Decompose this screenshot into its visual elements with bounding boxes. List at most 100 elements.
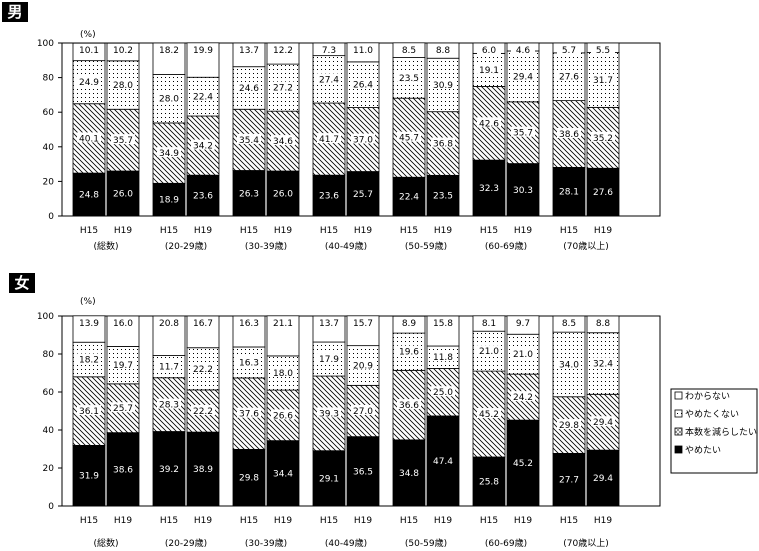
female-category-label: (60-69歳) xyxy=(485,537,527,549)
male-label-bg xyxy=(271,81,295,92)
male-y-tick-label: 100 xyxy=(37,39,54,49)
male-data-label: 8.5 xyxy=(402,46,416,56)
female-label-bg xyxy=(191,318,215,328)
female-label-bg xyxy=(557,318,581,328)
legend-swatch xyxy=(674,427,683,436)
male-label-bg xyxy=(271,45,295,55)
female-bar-segment xyxy=(72,444,106,507)
male-label-bg xyxy=(317,133,341,144)
legend-swatch xyxy=(674,409,683,418)
female-badge xyxy=(9,273,35,293)
female-bar-segment xyxy=(106,432,140,507)
male-label-bg xyxy=(77,132,101,143)
female-year-label: H19 xyxy=(114,516,132,526)
female-label-bg xyxy=(111,359,135,370)
male-data-label: 30.3 xyxy=(513,186,533,196)
male-data-label: 18.9 xyxy=(159,196,179,206)
female-data-label: 37.6 xyxy=(239,410,259,420)
male-data-label: 23.6 xyxy=(193,192,213,202)
male-bar-segment xyxy=(346,171,380,217)
male-data-label: 23.5 xyxy=(433,192,453,202)
female-data-label: 16.3 xyxy=(239,319,259,329)
female-data-label: 24.2 xyxy=(513,393,533,403)
male-label-bg xyxy=(237,45,261,55)
female-y-tick-label: 100 xyxy=(37,312,54,322)
male-data-label: 41.7 xyxy=(319,135,339,145)
legend-box xyxy=(670,388,758,474)
male-label-bg xyxy=(157,92,181,103)
legend-item-label: 本数を減らしたい xyxy=(685,426,757,438)
male-category-label: (40-49歳) xyxy=(325,240,367,252)
female-label-bg xyxy=(397,318,421,329)
female-label-bg xyxy=(511,391,535,402)
male-label-bg xyxy=(351,44,375,55)
male-data-label: 27.6 xyxy=(593,188,613,198)
male-data-label: 24.8 xyxy=(79,191,99,201)
female-category-label: (30-39歳) xyxy=(245,537,287,549)
male-year-label: H15 xyxy=(560,226,578,236)
female-year-label: H15 xyxy=(480,516,498,526)
male-data-label: 23.6 xyxy=(319,192,339,202)
male-badge xyxy=(2,2,28,22)
female-bar-segment xyxy=(312,450,346,507)
female-label-bg xyxy=(317,353,341,364)
female-category-label: (40-49歳) xyxy=(325,537,367,549)
male-data-label: 24.9 xyxy=(79,78,99,88)
female-bar-segment xyxy=(346,436,380,507)
female-data-label: 25.7 xyxy=(113,404,133,414)
male-label-bg xyxy=(431,78,455,89)
female-label-bg xyxy=(237,356,261,367)
male-category-label: (30-39歳) xyxy=(245,240,287,252)
male-data-label: 42.6 xyxy=(479,119,499,129)
female-bar-segment xyxy=(186,431,220,507)
male-label-bg xyxy=(271,135,295,146)
male-bar-segment xyxy=(392,176,426,217)
male-data-label: 35.4 xyxy=(239,136,259,146)
female-data-label: 38.9 xyxy=(193,465,213,475)
male-category-label: (70歳以上) xyxy=(563,240,608,252)
male-data-label: 23.5 xyxy=(399,74,419,84)
female-data-label: 13.9 xyxy=(79,319,99,329)
male-y-tick-label: 60 xyxy=(43,108,55,118)
male-label-bg xyxy=(477,63,501,74)
female-data-label: 36.6 xyxy=(399,401,419,411)
male-label-bg xyxy=(477,45,501,55)
female-label-bg xyxy=(271,409,295,420)
female-label-bg xyxy=(431,386,455,397)
female-y-tick-label: 0 xyxy=(48,502,54,512)
male-year-label: H19 xyxy=(514,226,532,236)
female-label-bg xyxy=(271,317,295,328)
male-data-label: 10.2 xyxy=(113,46,133,56)
female-label-bg xyxy=(351,359,375,370)
female-year-label: H19 xyxy=(594,516,612,526)
male-bar-segment xyxy=(186,174,220,217)
male-data-label: 7.3 xyxy=(322,46,336,56)
legend-item-label: やめたくない xyxy=(685,409,739,420)
male-label-bg xyxy=(237,81,261,92)
male-category-labels: H15 H19 (総数) H15 H19 (20-29歳) H15 H19 (30-39歳) H1… xyxy=(80,226,612,252)
female-category-labels: H15 H19 (総数) H15 H19 (20-29歳) H15 H19 (30-39歳) H1… xyxy=(80,516,612,549)
male-label-bg xyxy=(431,45,455,55)
male-label-bg xyxy=(591,131,615,142)
female-data-label: 34.4 xyxy=(273,469,293,479)
female-label-bg xyxy=(557,358,581,369)
female-category-label: (20-29歳) xyxy=(165,537,207,549)
female-bars: 31.9 36.1 18.2 13.9 38.6 25.7 19.7 16.0 39.2 28.3… xyxy=(72,315,620,507)
male-year-label: H19 xyxy=(354,226,372,236)
male-label-bg xyxy=(77,45,101,56)
female-data-label: 19.7 xyxy=(113,361,133,371)
male-category-label: (50-59歳) xyxy=(405,240,447,252)
male-data-label: 18.2 xyxy=(159,46,179,56)
female-data-label: 18.0 xyxy=(273,369,293,379)
female-data-label: 27.7 xyxy=(559,476,579,486)
male-data-label: 37.0 xyxy=(353,136,373,146)
male-data-label: 22.4 xyxy=(193,93,213,103)
male-label-bg xyxy=(511,126,535,137)
male-category-label: (総数) xyxy=(93,240,118,252)
male-data-label: 32.3 xyxy=(479,184,499,194)
male-year-label: H19 xyxy=(194,226,212,236)
female-year-label: H15 xyxy=(240,516,258,526)
male-data-label: 36.8 xyxy=(433,140,453,150)
female-label-bg xyxy=(77,317,101,328)
